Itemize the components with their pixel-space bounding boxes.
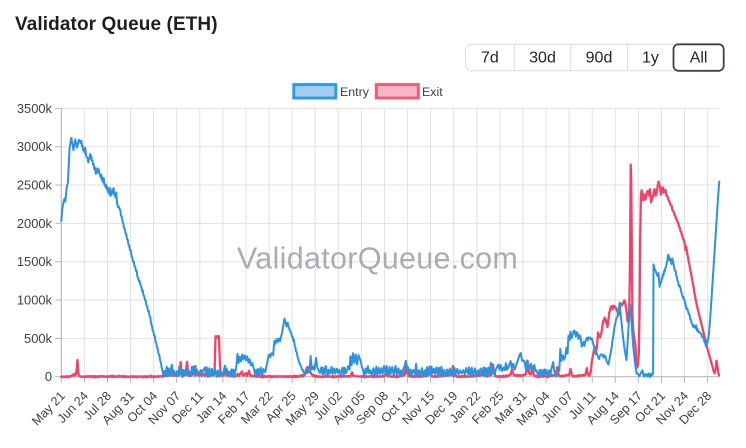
svg-text:1000k: 1000k xyxy=(17,292,53,307)
svg-text:Entry: Entry xyxy=(340,85,370,99)
svg-text:All: All xyxy=(690,50,708,67)
svg-text:1y: 1y xyxy=(642,50,659,67)
svg-text:90d: 90d xyxy=(586,50,613,67)
svg-text:7d: 7d xyxy=(481,50,499,67)
svg-text:2500k: 2500k xyxy=(17,177,53,192)
svg-text:Validator Queue (ETH): Validator Queue (ETH) xyxy=(15,14,218,35)
svg-text:3500k: 3500k xyxy=(17,101,53,116)
svg-text:2000k: 2000k xyxy=(17,216,53,231)
svg-text:0: 0 xyxy=(45,369,52,384)
svg-text:30d: 30d xyxy=(529,50,556,67)
svg-text:ValidatorQueue.com: ValidatorQueue.com xyxy=(237,242,518,276)
svg-text:1500k: 1500k xyxy=(17,254,53,269)
svg-text:Exit: Exit xyxy=(422,85,443,99)
svg-text:500k: 500k xyxy=(24,331,53,346)
svg-text:3000k: 3000k xyxy=(17,139,53,154)
